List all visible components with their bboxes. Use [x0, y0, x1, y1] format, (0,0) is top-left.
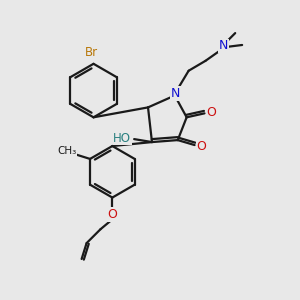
Text: O: O [107, 208, 117, 221]
Text: O: O [206, 106, 216, 119]
Text: N: N [219, 40, 228, 52]
Text: O: O [196, 140, 206, 152]
Text: HO: HO [113, 132, 131, 145]
Text: N: N [171, 87, 180, 100]
Text: Br: Br [85, 46, 98, 59]
Text: CH₃: CH₃ [58, 146, 77, 156]
